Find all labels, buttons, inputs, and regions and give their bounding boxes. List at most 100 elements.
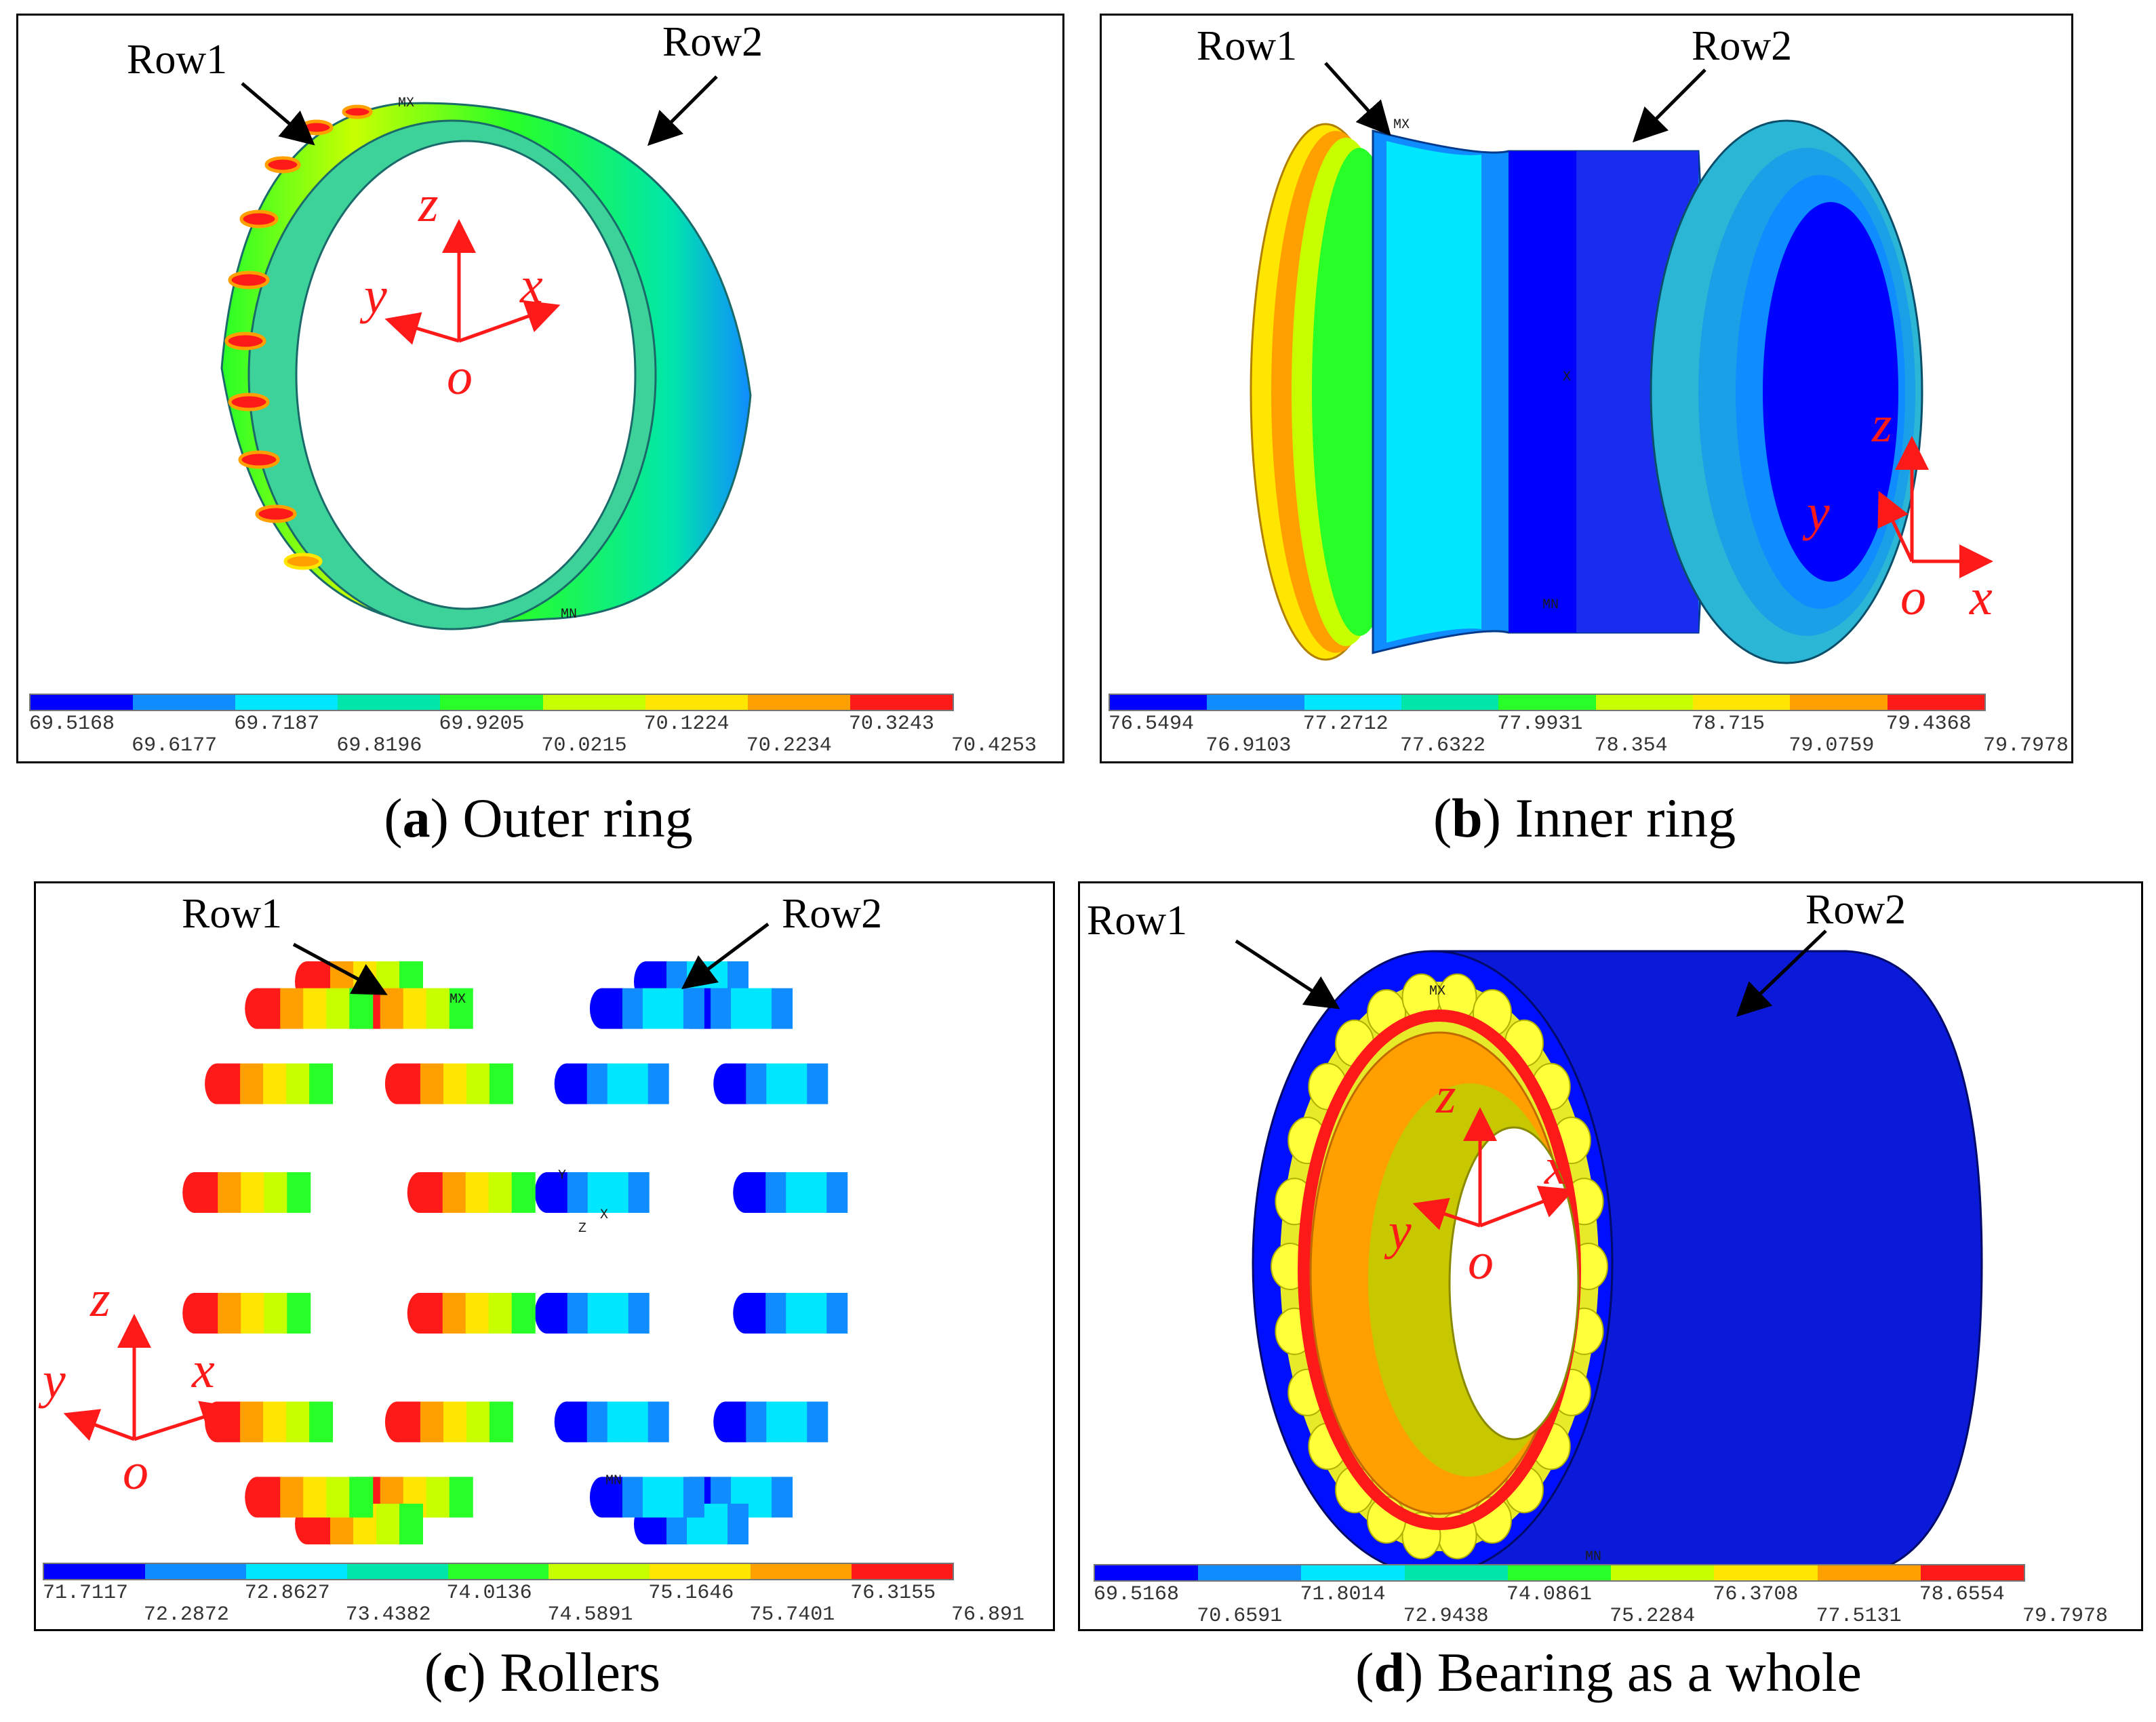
roller <box>713 1401 829 1443</box>
legend-swatch <box>133 695 236 710</box>
max-marker: MX <box>398 96 415 111</box>
legend-tick-label: 79.0759 <box>1789 734 1875 757</box>
legend-tick-label: 79.4368 <box>1885 713 1972 736</box>
axis-z-label: z <box>90 1270 111 1327</box>
x-marker: X <box>600 1207 609 1223</box>
axis-z-label: z <box>1872 396 1892 453</box>
row-pointer-arrows <box>241 75 718 146</box>
inner-ring-render <box>1250 119 1923 664</box>
legend-tick-label: 73.4382 <box>345 1603 431 1626</box>
roller <box>245 1477 374 1518</box>
legend-tick-label: 74.0136 <box>446 1582 532 1605</box>
legend-swatch <box>852 1564 953 1579</box>
row-pointer-arrows <box>1235 929 1827 1017</box>
roller <box>384 1401 513 1443</box>
legend-swatch <box>1301 1565 1405 1580</box>
legend-swatch <box>1887 695 1984 710</box>
legend-tick-label: 76.3708 <box>1713 1583 1799 1606</box>
roller <box>554 1401 669 1443</box>
legend-tick-label: 74.5891 <box>547 1603 633 1626</box>
legend-swatch <box>650 1564 751 1579</box>
min-marker: MN <box>605 1473 622 1489</box>
panel-rollers: MX MN Y Z X Row1 Row2 z y x o 71.7117 72.… <box>34 881 1055 1631</box>
bearing-render <box>1252 950 1983 1576</box>
roller <box>384 1063 513 1104</box>
legend-swatch <box>447 1564 549 1579</box>
panel-inner-ring: MX MN X Row1 Row2 z y x o 76.5494 77.2712… <box>1100 14 2073 763</box>
legend-tick-label: 69.9205 <box>439 713 525 736</box>
axis-x-label: x <box>1544 1138 1568 1195</box>
legend-tick-label: 72.2872 <box>143 1603 229 1626</box>
row-pointer-arrows <box>1324 62 1706 143</box>
legend-tick-label: 70.0215 <box>541 734 627 757</box>
roller <box>733 1293 848 1334</box>
rollers-render <box>182 961 848 1544</box>
axis-x-label: x <box>192 1342 215 1399</box>
legend-tick-label: 71.7117 <box>43 1582 129 1605</box>
coordinate-axes <box>1877 436 1993 578</box>
row1-label: Row1 <box>1087 898 1188 944</box>
legend-tick-label: 71.8014 <box>1300 1583 1386 1606</box>
coordinate-axes <box>63 1314 236 1441</box>
color-legend-bar <box>1109 694 1986 711</box>
row2-label: Row2 <box>1805 887 1907 933</box>
row1-label: Row1 <box>1197 23 1298 69</box>
max-marker: MX <box>1393 117 1410 133</box>
legend-tick-label: 78.715 <box>1692 713 1765 736</box>
legend-swatch <box>1595 695 1693 710</box>
legend-tick-label: 70.2234 <box>746 734 832 757</box>
legend-swatch <box>1692 695 1791 710</box>
legend-tick-label: 79.7978 <box>1983 734 2069 757</box>
legend-swatch <box>645 695 748 710</box>
color-legend-bar <box>43 1563 954 1580</box>
legend-tick-label: 76.9103 <box>1205 734 1292 757</box>
axis-x-label: x <box>1970 569 1993 626</box>
origin-marker: X <box>1563 369 1572 385</box>
legend-tick-label: 70.4253 <box>951 734 1037 757</box>
legend-swatch <box>1920 1565 2024 1580</box>
axis-z-label: z <box>418 176 439 233</box>
legend-swatch <box>346 1564 448 1579</box>
roller <box>407 1293 536 1334</box>
legend-tick-label: 75.2284 <box>1610 1605 1696 1628</box>
legend-swatch <box>1817 1565 1921 1580</box>
legend-tick-label: 70.3243 <box>848 713 934 736</box>
legend-swatch <box>548 1564 650 1579</box>
legend-swatch <box>1611 1565 1715 1580</box>
panel-outer-ring: MX MN Row1 Row2 z y x o 69.5168 69.7187 69… <box>16 14 1064 763</box>
legend-tick-label: 76.5494 <box>1109 713 1195 736</box>
legend-tick-label: 77.5131 <box>1816 1605 1902 1628</box>
axis-x-label: x <box>520 257 543 314</box>
axis-y-label: y <box>364 267 387 324</box>
row1-label: Row1 <box>127 37 228 83</box>
legend-tick-label: 70.1224 <box>643 713 730 736</box>
roller <box>182 1172 311 1213</box>
legend-tick-label: 69.5168 <box>1094 1583 1180 1606</box>
min-marker: MN <box>1542 597 1559 613</box>
legend-tick-label: 69.6177 <box>132 734 218 757</box>
caption-bearing-whole: (d) Bearing as a whole <box>1355 1641 1862 1703</box>
legend-tick-label: 77.9931 <box>1497 713 1583 736</box>
row2-label: Row2 <box>662 19 763 65</box>
axis-origin-label: o <box>1468 1233 1494 1290</box>
legend-swatch <box>1304 695 1401 710</box>
row-pointer-arrows <box>292 923 770 995</box>
legend-tick-label: 70.6591 <box>1197 1605 1283 1628</box>
min-marker: MN <box>1585 1549 1602 1565</box>
caption-inner-ring: (b) Inner ring <box>1433 787 1736 849</box>
legend-tick-label: 69.5168 <box>29 713 115 736</box>
legend-swatch <box>1095 1565 1199 1580</box>
legend-tick-label: 75.7401 <box>749 1603 835 1626</box>
legend-swatch <box>1498 695 1596 710</box>
legend-swatch <box>144 1564 246 1579</box>
axis-origin-label: o <box>1900 569 1926 626</box>
panel-bearing-whole: MX MN Row1 Row2 z y x o 69.5168 71.8014 74… <box>1078 881 2143 1631</box>
legend-swatch <box>542 695 645 710</box>
roller <box>407 1172 536 1213</box>
legend-swatch <box>751 1564 852 1579</box>
row1-contact-spots <box>224 104 373 570</box>
legend-swatch <box>1790 695 1888 710</box>
legend-swatch <box>1507 1565 1612 1580</box>
roller-ring <box>1271 973 1608 1560</box>
roller <box>713 1063 829 1104</box>
